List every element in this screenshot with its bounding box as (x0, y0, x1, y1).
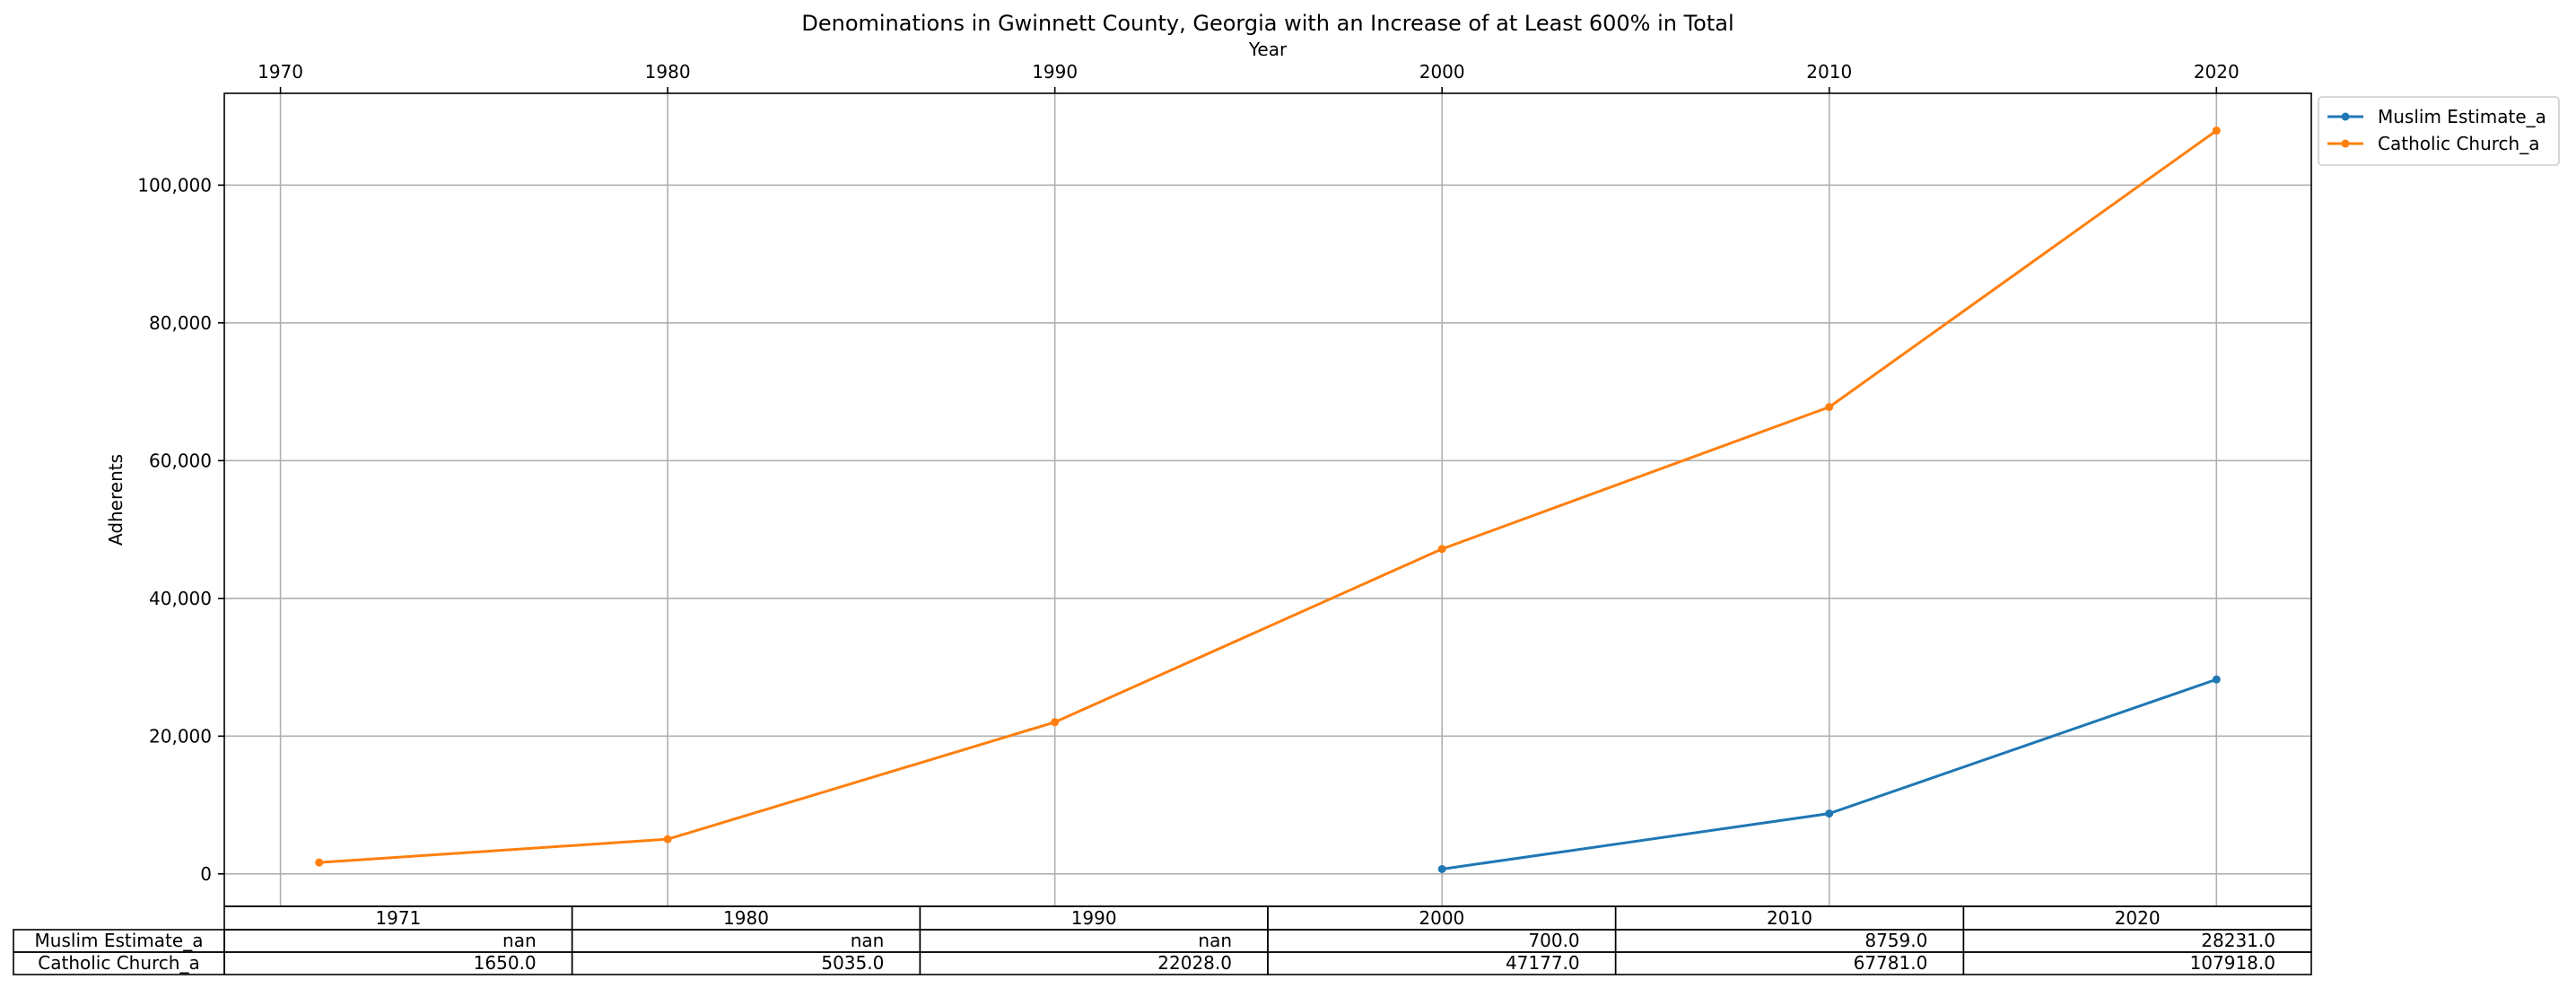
data-point (2212, 675, 2221, 684)
table-row-label: Catholic Church_a (38, 952, 199, 974)
table-cell-value: 67781.0 (1854, 952, 1928, 974)
data-point (1051, 718, 1060, 727)
y-tick-label: 60,000 (149, 450, 212, 471)
table-row-label: Muslim Estimate_a (35, 930, 204, 951)
plot-frame (223, 92, 2312, 907)
data-point (315, 858, 324, 867)
table-cell-value: 22028.0 (1157, 952, 1232, 974)
table-cell-value: nan (851, 930, 885, 951)
table-header-label: 1990 (1071, 907, 1117, 929)
y-tick-label: 80,000 (149, 312, 212, 334)
data-point (663, 835, 672, 844)
table-header-label: 2020 (2115, 907, 2161, 929)
y-tick-label: 40,000 (149, 588, 212, 609)
table-cell-value: 107918.0 (2190, 952, 2275, 974)
series-line-1 (319, 129, 2218, 864)
x-tick-label: 1990 (1032, 61, 1078, 83)
data-point (1437, 545, 1446, 554)
legend: Muslim Estimate_a Catholic Church_a (2318, 96, 2560, 166)
table-cell-value: 47177.0 (1506, 952, 1580, 974)
table-cell-value: nan (502, 930, 537, 951)
x-tick-label: 1970 (258, 61, 303, 83)
table-cell-value: 5035.0 (821, 952, 884, 974)
table-header-label: 2000 (1419, 907, 1464, 929)
table-cell-value: 1650.0 (474, 952, 537, 974)
table-cell-value: 700.0 (1528, 930, 1579, 951)
table-cell-value: nan (1198, 930, 1232, 951)
y-tick-label: 0 (200, 863, 212, 885)
legend-label: Catholic Church_a (2378, 133, 2539, 154)
axis-ticks: 1970 1980 1990 2000 2010 2020 0 20,000 40,000 60,… (137, 61, 2239, 885)
data-table: 1971 1980 1990 2000 2010 2020 Muslim Estimate_… (13, 905, 2312, 975)
data-point (1825, 809, 1834, 818)
x-tick-label: 2020 (2194, 61, 2240, 83)
chart-title: Denominations in Gwinnett County, Georgi… (801, 11, 1733, 36)
x-tick-label: 1980 (645, 61, 691, 83)
table-cell-value: 28231.0 (2201, 930, 2275, 951)
legend-label: Muslim Estimate_a (2378, 106, 2546, 127)
grid-lines (224, 93, 2311, 906)
data-point (1437, 864, 1446, 873)
table-header-label: 2010 (1767, 907, 1812, 929)
table-header-label: 1980 (723, 907, 769, 929)
legend-marker (2341, 112, 2350, 121)
x-tick-label: 2010 (1806, 61, 1852, 83)
y-tick-label: 20,000 (149, 725, 212, 747)
data-point (1825, 403, 1834, 412)
x-tick-label: 2000 (1419, 61, 1465, 83)
data-point (2212, 127, 2221, 136)
y-axis-label: Adherents (105, 454, 127, 546)
table-header-label: 1971 (375, 907, 421, 929)
table-cell-value: 8759.0 (1864, 930, 1927, 951)
legend-marker (2341, 139, 2350, 148)
y-tick-label: 100,000 (137, 174, 212, 196)
table-cell (1962, 951, 2312, 975)
legend-box (2318, 96, 2560, 166)
x-axis-label: Year (1248, 39, 1288, 60)
series-group (315, 127, 2221, 873)
